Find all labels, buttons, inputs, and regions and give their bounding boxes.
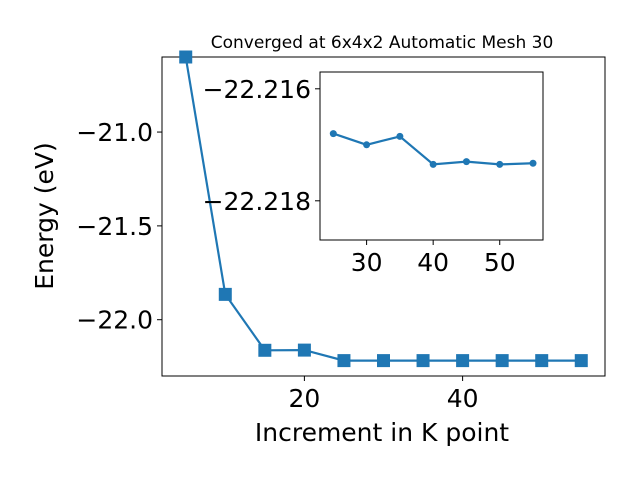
y-axis-label: Energy (eV): [30, 142, 59, 289]
main-data-point: [297, 343, 311, 357]
main-x-tick-label: 20: [288, 384, 320, 413]
main-x-tick-label: 40: [447, 384, 479, 413]
main-y-tick-label: −21.5: [76, 212, 153, 241]
inset-plot-frame: [319, 71, 544, 241]
inset-x-ticks: 30 40 50: [351, 240, 516, 277]
main-data-point: [258, 343, 272, 357]
x-axis-label: Increment in K point: [255, 418, 509, 447]
inset-plot-area: 30 40 50 −22.218 −22.216: [203, 71, 544, 277]
inset-x-tick-label: 40: [417, 248, 449, 277]
inset-data-point: [396, 132, 404, 140]
main-y-tick-label: −21.0: [76, 118, 153, 147]
inset-y-tick-label: −22.216: [203, 75, 311, 104]
main-data-point: [574, 354, 588, 368]
inset-data-point: [529, 159, 537, 167]
chart-title: Converged at 6x4x2 Automatic Mesh 30: [211, 33, 554, 53]
main-series: [179, 50, 588, 368]
main-data-point: [337, 354, 351, 368]
inset-y-tick-label: −22.218: [203, 187, 311, 216]
main-data-point: [179, 50, 193, 64]
main-data-point: [218, 287, 232, 301]
main-x-ticks: 20 40: [288, 376, 479, 413]
main-y-ticks: −22.0 −21.5 −21.0: [76, 118, 162, 335]
main-data-point: [377, 354, 390, 368]
inset-x-tick-label: 30: [351, 248, 383, 277]
main-y-tick-label: −22.0: [76, 306, 153, 335]
inset-data-point: [329, 130, 337, 138]
main-data-point: [456, 354, 470, 368]
main-plot-frame: [161, 56, 606, 377]
main-data-point: [495, 354, 509, 368]
inset-y-ticks: −22.218 −22.216: [203, 75, 320, 216]
inset-x-tick-label: 50: [484, 248, 516, 277]
main-plot-area: 20 40 −22.0−21.5−21.0: [76, 50, 606, 413]
inset-data-point: [429, 160, 437, 168]
inset-data-point: [496, 160, 504, 168]
inset-data-point: [462, 158, 470, 166]
main-data-point: [416, 354, 430, 368]
inset-series: [329, 130, 537, 168]
main-data-point: [535, 354, 549, 368]
inset-data-point: [363, 141, 371, 149]
